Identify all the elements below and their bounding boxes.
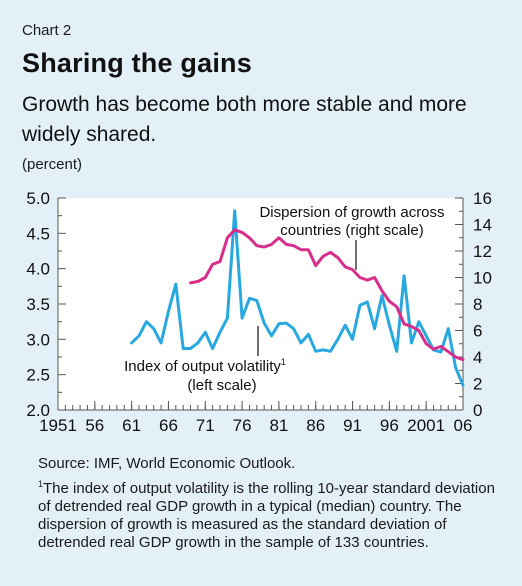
y-left-tick-label: 3.5 xyxy=(26,295,50,314)
x-tick-label: 06 xyxy=(454,416,473,435)
y-right-tick-label: 4 xyxy=(473,348,482,367)
footnote: 1The index of output volatility is the r… xyxy=(38,475,498,552)
chart-title: Sharing the gains xyxy=(22,48,252,78)
y-right-tick-label: 16 xyxy=(473,189,492,208)
y-left-tick-label: 4.5 xyxy=(26,224,50,243)
y-left-tick-label: 4.0 xyxy=(26,260,50,279)
y-right-tick-label: 0 xyxy=(473,401,482,420)
line-chart: 1951 56 61 66 71 76 81 86 91 96 2001 062.02.53.03.5… xyxy=(26,189,492,435)
y-left-tick-label: 2.0 xyxy=(26,401,50,420)
y-left-tick-label: 2.5 xyxy=(26,366,50,385)
tick-labels: 1951 56 61 66 71 76 81 86 91 96 2001 062.02.53.03.5… xyxy=(26,189,492,435)
volatility-annotation-line2: (left scale) xyxy=(187,377,256,394)
y-right-tick-label: 12 xyxy=(473,242,492,261)
chart-number: Chart 2 xyxy=(22,22,72,39)
x-tick-label: 91 xyxy=(343,416,362,435)
x-tick-label: 56 xyxy=(85,416,104,435)
axes xyxy=(57,197,464,411)
dispersion-annotation-line1: Dispersion of growth across xyxy=(259,204,444,221)
x-tick-label: 61 xyxy=(122,416,141,435)
x-tick-label: 1951 xyxy=(39,416,77,435)
y-right-tick-label: 2 xyxy=(473,375,482,394)
volatility-line xyxy=(130,209,465,387)
chart-subtitle: Growth has become both more stable and m… xyxy=(22,93,467,146)
x-tick-label: 71 xyxy=(196,416,215,435)
footnote-marker: 1 xyxy=(38,479,44,489)
y-left-tick-label: 3.0 xyxy=(26,330,50,349)
volatility-annotation-text: Index of output volatility xyxy=(124,358,281,375)
x-tick-label: 86 xyxy=(306,416,325,435)
unit-label: (percent) xyxy=(22,156,83,173)
x-tick-label: 96 xyxy=(380,416,399,435)
dispersion-line xyxy=(189,228,465,362)
x-tick-label: 81 xyxy=(269,416,288,435)
annotations: Dispersion of growth across countries (r… xyxy=(124,204,444,394)
series-layer xyxy=(130,209,465,387)
footnote-text: The index of output volatility is the ro… xyxy=(38,480,495,551)
x-tick-label: 76 xyxy=(233,416,252,435)
dispersion-annotation-line2: countries (right scale) xyxy=(280,222,423,239)
volatility-annotation-line1: Index of output volatility1 xyxy=(124,357,286,375)
source-note: Source: IMF, World Economic Outlook. xyxy=(38,455,296,472)
y-right-tick-label: 6 xyxy=(473,322,482,341)
y-right-tick-label: 10 xyxy=(473,269,492,288)
x-tick-label: 2001 xyxy=(407,416,445,435)
y-left-tick-label: 5.0 xyxy=(26,189,50,208)
y-right-tick-label: 8 xyxy=(473,295,482,314)
y-right-tick-label: 14 xyxy=(473,216,492,235)
volatility-footnote-marker: 1 xyxy=(281,357,286,367)
x-tick-label: 66 xyxy=(159,416,178,435)
